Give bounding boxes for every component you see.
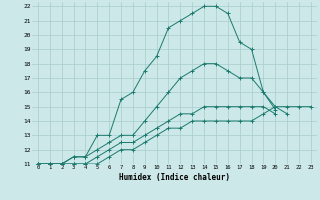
X-axis label: Humidex (Indice chaleur): Humidex (Indice chaleur) <box>119 173 230 182</box>
